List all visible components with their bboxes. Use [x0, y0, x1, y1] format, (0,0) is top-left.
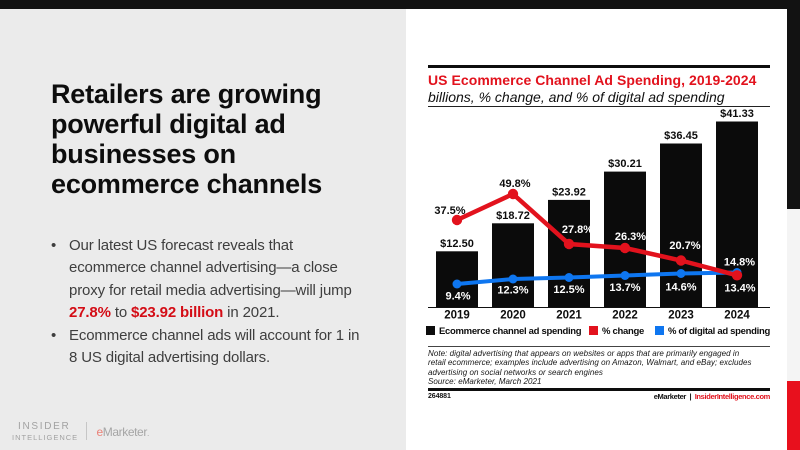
svg-text:13.4%: 13.4% — [724, 283, 755, 295]
svg-text:$36.45: $36.45 — [664, 130, 698, 142]
svg-text:20.7%: 20.7% — [669, 240, 700, 252]
svg-text:37.5%: 37.5% — [434, 205, 465, 217]
svg-text:9.4%: 9.4% — [445, 291, 470, 303]
svg-text:12.3%: 12.3% — [497, 285, 528, 297]
svg-text:2023: 2023 — [668, 310, 694, 322]
svg-text:$23.92: $23.92 — [552, 186, 586, 198]
svg-text:2022: 2022 — [612, 310, 638, 322]
svg-text:$30.21: $30.21 — [608, 158, 642, 170]
svg-text:$12.50: $12.50 — [440, 238, 474, 250]
svg-text:2019: 2019 — [444, 310, 470, 322]
svg-text:$41.33: $41.33 — [720, 108, 754, 120]
svg-text:14.6%: 14.6% — [665, 282, 696, 294]
svg-text:$18.72: $18.72 — [496, 210, 530, 222]
svg-text:2024: 2024 — [724, 310, 750, 322]
svg-text:14.8%: 14.8% — [724, 257, 755, 269]
svg-text:13.7%: 13.7% — [609, 282, 640, 294]
svg-text:2021: 2021 — [556, 310, 582, 322]
svg-text:27.8%: 27.8% — [562, 224, 593, 236]
svg-text:2020: 2020 — [500, 310, 526, 322]
svg-text:49.8%: 49.8% — [499, 178, 530, 190]
svg-text:12.5%: 12.5% — [553, 284, 584, 296]
svg-text:26.3%: 26.3% — [615, 231, 646, 243]
